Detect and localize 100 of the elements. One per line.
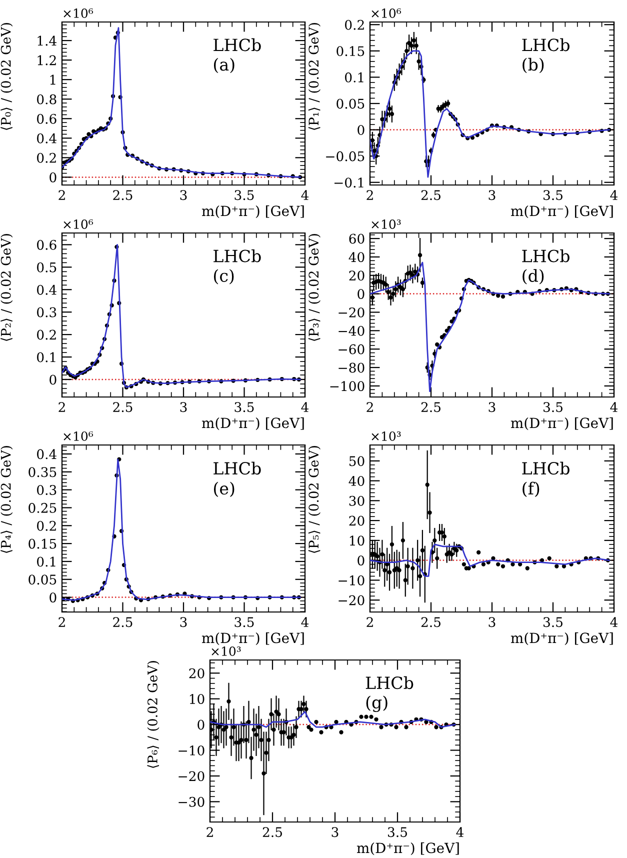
x-tick-label: 2.5 xyxy=(262,827,282,838)
y-tick-label: 0.3 xyxy=(37,485,56,495)
annotation: (d) xyxy=(522,269,544,284)
y-tick-label: 0 xyxy=(358,125,364,135)
text: ×10⁶ xyxy=(64,431,94,441)
x-tick-label: 2.5 xyxy=(113,617,132,628)
annotation: LHCb xyxy=(214,38,261,52)
y-axis-title: ⟨P₆⟩ / (0.02 GeV) xyxy=(147,661,160,768)
y-tick-label: 40 xyxy=(348,252,364,262)
x-axis-title: m(D⁺π⁻) [GeV] xyxy=(202,632,304,646)
annotation: LHCb xyxy=(214,462,261,475)
y-tick-label: 20 xyxy=(349,270,364,281)
y-axis-title: ⟨P₂⟩ / (0.02 GeV) xyxy=(0,234,13,341)
text: ×10³ xyxy=(372,431,401,441)
y-tick-label: 0.2 xyxy=(345,20,364,30)
x-axis-title: m(D⁺π⁻) [GeV] xyxy=(510,417,613,430)
x-tick-label: 2.5 xyxy=(421,617,440,628)
y-tick-label: 0.2 xyxy=(37,152,56,163)
x-tick-label: 3 xyxy=(488,617,496,628)
y-tick-label: 0.1 xyxy=(37,352,56,362)
y-tick-label: 0 xyxy=(50,592,56,603)
y-tick-label: 0.2 xyxy=(37,330,56,340)
annotation: (a) xyxy=(214,58,234,74)
x-tick-label: 3 xyxy=(180,402,187,412)
x-tick-label: 3.5 xyxy=(234,190,254,200)
x-axis-title: m(D⁺π⁻) [GeV] xyxy=(510,205,613,218)
y-tick-label: −20 xyxy=(338,595,364,606)
y-tick-label: −10 xyxy=(338,575,364,586)
y-axis-title: ⟨P₅⟩ / (0.02 GeV) xyxy=(308,446,321,553)
annotation: (f) xyxy=(522,482,540,497)
annotation: (e) xyxy=(214,482,234,497)
x-tick-label: 4 xyxy=(301,402,309,412)
x-tick-label: 3.5 xyxy=(388,827,407,838)
annotation: LHCb xyxy=(366,676,414,690)
y-tick-label: 0 xyxy=(358,289,364,300)
y-tick-label: 30 xyxy=(349,496,364,506)
y-axis-title: ⟨P₀⟩ / (0.02 GeV) xyxy=(0,23,13,130)
x-tick-label: 2.5 xyxy=(113,190,132,200)
y-tick-label: 20 xyxy=(189,668,204,678)
x-tick-label: 3 xyxy=(332,827,338,838)
x-tick-label: 3.5 xyxy=(234,617,254,628)
text: ×10³ xyxy=(372,219,401,229)
x-tick-label: 3 xyxy=(488,402,496,412)
x-tick-label: 2 xyxy=(366,190,373,200)
y-tick-label: 0.05 xyxy=(28,574,56,585)
y-tick-label: 60 xyxy=(349,234,364,244)
y-tick-label: −0.1 xyxy=(334,178,364,188)
y-tick-label: 20 xyxy=(349,516,364,526)
y-tick-label: −60 xyxy=(338,344,364,354)
x-tick-label: 2 xyxy=(58,402,65,412)
x-tick-label: 2.5 xyxy=(113,402,132,412)
y-axis-title: ⟨P₃⟩ / (0.02 GeV) xyxy=(308,234,321,341)
y-tick-label: −0.05 xyxy=(326,151,364,162)
y-tick-label: 0.4 xyxy=(37,449,56,460)
x-tick-label: 3.5 xyxy=(234,402,254,412)
x-tick-label: 2 xyxy=(366,402,373,412)
y-tick-label: 0.1 xyxy=(37,556,56,567)
y-tick-label: 1.4 xyxy=(38,36,56,46)
annotation: LHCb xyxy=(214,249,261,262)
x-tick-label: 2 xyxy=(366,617,373,627)
x-tick-label: 2.5 xyxy=(421,190,440,200)
x-axis-title: m(D⁺π⁻) [GeV] xyxy=(356,842,459,856)
annotation: LHCb xyxy=(522,38,570,52)
x-tick-label: 2 xyxy=(58,617,65,627)
text: ×10⁶ xyxy=(64,8,94,18)
x-axis-title: m(D⁺π⁻) [GeV] xyxy=(202,205,304,218)
y-tick-label: 0.5 xyxy=(37,262,56,272)
x-tick-label: 4 xyxy=(301,190,309,200)
x-tick-label: 4 xyxy=(610,617,618,627)
y-tick-label: 0.2 xyxy=(37,520,56,531)
y-tick-label: −20 xyxy=(338,307,364,318)
y-tick-label: 0.8 xyxy=(37,94,56,104)
y-tick-label: 1.2 xyxy=(38,55,56,66)
x-tick-label: 3.5 xyxy=(544,402,562,412)
y-axis-title: ⟨P₁⟩ / (0.02 GeV) xyxy=(308,23,321,130)
y-tick-label: 0.4 xyxy=(37,284,56,295)
y-tick-label: −80 xyxy=(338,362,364,373)
annotation: LHCb xyxy=(522,462,570,475)
x-axis-title: m(D⁺π⁻) [GeV] xyxy=(202,417,304,430)
y-tick-label: 0.3 xyxy=(37,307,56,318)
x-tick-label: 3 xyxy=(180,190,187,200)
y-tick-label: 0.15 xyxy=(28,538,56,549)
x-tick-label: 4 xyxy=(301,617,309,627)
y-tick-label: −30 xyxy=(178,796,204,807)
x-tick-label: 2 xyxy=(58,190,65,200)
x-tick-label: 4 xyxy=(456,827,464,837)
y-tick-label: 0.6 xyxy=(37,240,56,250)
x-tick-label: 2.5 xyxy=(421,402,440,412)
x-tick-label: 2 xyxy=(206,827,213,837)
y-tick-label: −10 xyxy=(178,745,204,756)
y-tick-label: 0.6 xyxy=(37,114,56,124)
y-tick-label: 10 xyxy=(190,694,204,704)
y-tick-label: 0 xyxy=(50,172,56,182)
x-tick-label: 4 xyxy=(610,190,618,200)
x-tick-label: 3.5 xyxy=(544,190,562,200)
x-tick-label: 3 xyxy=(180,617,187,628)
annotation: (g) xyxy=(366,696,388,712)
x-axis-title: m(D⁺π⁻) [GeV] xyxy=(510,632,613,646)
y-tick-label: 0.15 xyxy=(336,46,364,56)
y-tick-label: 50 xyxy=(349,456,364,466)
